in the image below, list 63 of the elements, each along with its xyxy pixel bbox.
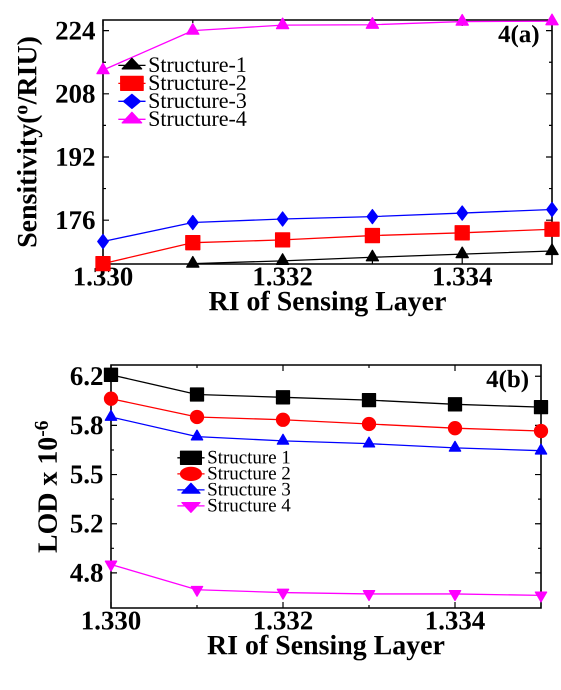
point: [546, 202, 558, 218]
annotation: 4(a): [498, 24, 538, 48]
point: [186, 23, 200, 35]
y-axis-title: Sensitivity($^{o}$/RIU): [16, 37, 42, 246]
legend-label: Structure 3: [208, 482, 290, 496]
point: [276, 211, 288, 227]
y-tick-label: 192: [57, 148, 94, 166]
point: [190, 586, 204, 597]
point: [448, 397, 462, 412]
legend-label: Structure-4: [150, 111, 246, 126]
y-tick-label: 176: [57, 211, 95, 230]
point: [448, 421, 462, 436]
legend-label: Structure-1: [150, 57, 246, 72]
point: [455, 14, 469, 26]
y-axis-title: LOD x 10$^{-6}$: [34, 421, 58, 553]
point: [104, 392, 118, 406]
legend-label: Structure 2: [208, 466, 290, 480]
legend-label: Structure 1: [208, 450, 290, 464]
point: [366, 208, 378, 224]
point: [97, 234, 109, 250]
point: [190, 387, 204, 402]
x-tick-label: 1.330: [82, 612, 140, 630]
point: [104, 560, 118, 572]
annotation: 4(b): [486, 370, 528, 392]
point: [276, 588, 290, 600]
legend-label: Structure-3: [150, 93, 246, 108]
y-tick-label: 5.5: [70, 466, 102, 484]
point: [364, 228, 380, 244]
y-tick-label: 5.2: [70, 514, 102, 533]
point: [534, 424, 548, 438]
point: [186, 214, 199, 230]
legend-label: Structure-2: [150, 75, 246, 90]
point: [366, 17, 380, 29]
point: [276, 412, 290, 427]
point: [362, 392, 376, 408]
point: [544, 222, 560, 237]
y-tick-label: 6.2: [70, 367, 102, 386]
point: [362, 590, 376, 602]
point: [185, 235, 200, 250]
point: [190, 410, 204, 424]
point: [448, 590, 462, 602]
point: [534, 400, 548, 414]
point: [362, 416, 376, 432]
point: [454, 225, 470, 240]
y-tick-label: 4.8: [70, 564, 103, 582]
point: [456, 205, 468, 221]
point: [534, 591, 548, 603]
x-axis-title: RI of Sensing Layer: [208, 634, 444, 660]
point: [96, 62, 110, 74]
y-tick-label: 208: [56, 84, 95, 103]
legend-label: Structure 4: [208, 498, 290, 512]
x-axis-title: RI of Sensing Layer: [209, 290, 446, 316]
y-tick-label: 5.8: [70, 416, 103, 435]
x-tick-label: 1.334: [434, 268, 492, 286]
point: [274, 232, 290, 248]
y-tick-label: 224: [56, 22, 95, 40]
x-tick-label: 1.334: [426, 612, 485, 630]
x-tick-label: 1.332: [254, 268, 312, 286]
x-tick-label: 1.332: [254, 612, 312, 630]
point: [276, 390, 290, 404]
point: [545, 14, 559, 26]
point: [104, 368, 118, 382]
point: [276, 17, 290, 30]
